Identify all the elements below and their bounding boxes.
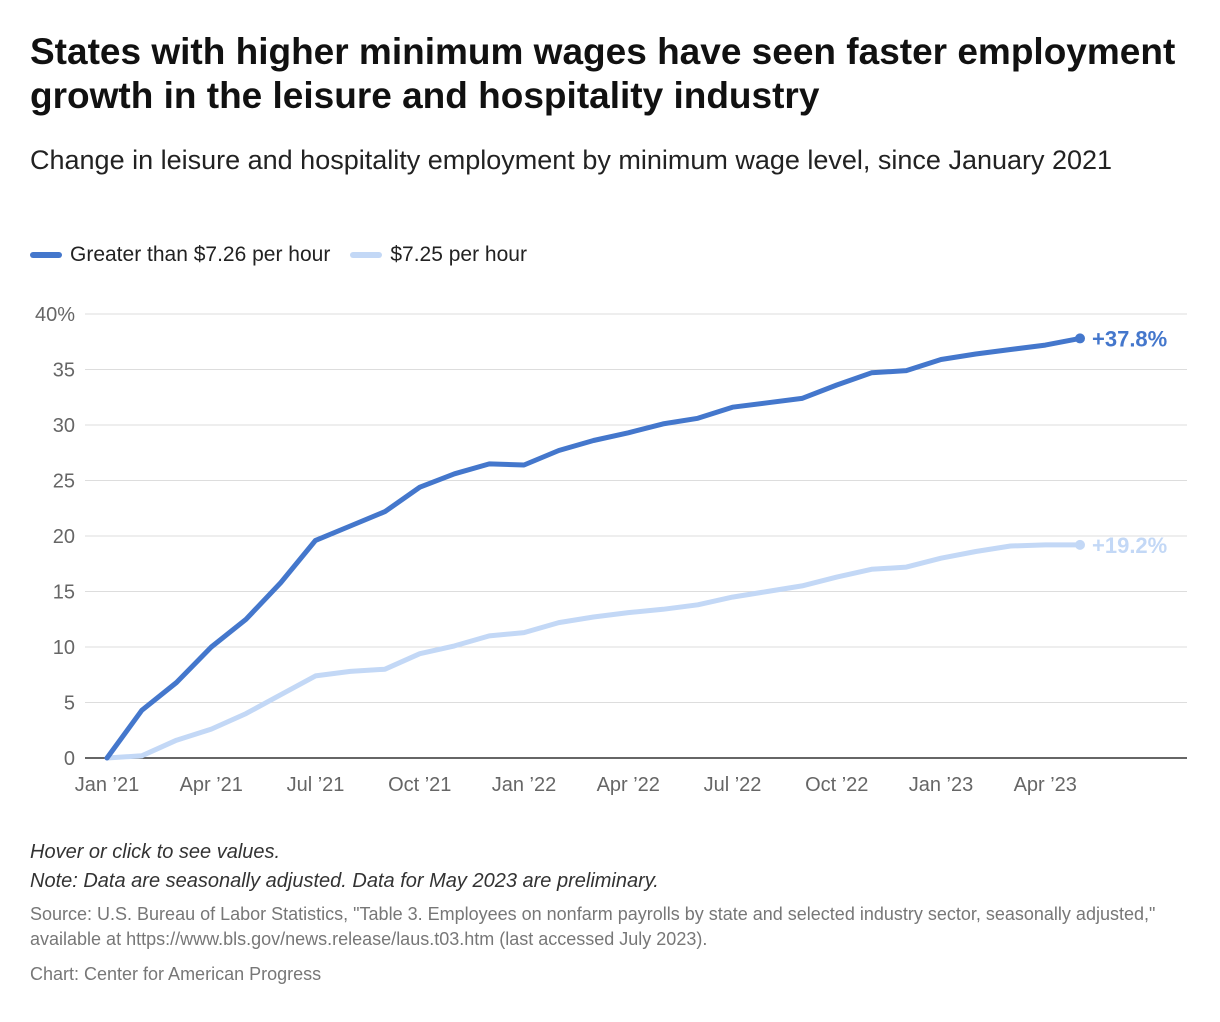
end-point-high-wage[interactable]: [1075, 333, 1085, 344]
y-tick-label: 35: [53, 360, 75, 382]
series-low-wage[interactable]: +19.2%: [104, 533, 1167, 761]
x-tick-label: Jan ’23: [909, 774, 974, 796]
x-tick-label: Jul ’22: [704, 774, 762, 796]
legend-swatch-low-wage: [350, 252, 383, 258]
legend-item-low-wage[interactable]: $7.25 per hour: [350, 243, 527, 267]
line-chart[interactable]: 40% 35 30 25 20 15 10 5 0 Jan ’21 Apr ’21 Jul ’21 O…: [0, 290, 1220, 810]
y-tick-label: 10: [53, 637, 75, 659]
source-text: Source: U.S. Bureau of Labor Statistics,…: [30, 904, 1156, 949]
x-tick-label: Jan ’22: [492, 774, 557, 796]
y-tick-label: 30: [53, 415, 75, 437]
end-label-low-wage: +19.2%: [1092, 533, 1167, 558]
x-tick-label: Oct ’22: [805, 774, 868, 796]
y-axis: 40% 35 30 25 20 15 10 5 0: [35, 304, 75, 770]
x-tick-label: Oct ’21: [388, 774, 451, 796]
line-low-wage[interactable]: [104, 542, 1083, 761]
legend-item-high-wage[interactable]: Greater than $7.26 per hour: [30, 243, 330, 267]
chart-credit: Chart: Center for American Progress: [30, 964, 322, 984]
y-tick-label: 5: [64, 693, 75, 715]
y-tick-label: 25: [53, 471, 75, 493]
legend-swatch-high-wage: [30, 252, 62, 258]
x-tick-label: Apr ’22: [597, 774, 660, 796]
grid-layer: [85, 313, 1187, 759]
end-label-high-wage: +37.8%: [1092, 326, 1167, 351]
y-tick-label: 40%: [35, 304, 75, 326]
x-tick-label: Jul ’21: [287, 774, 345, 796]
chart-title: States with higher minimum wages have se…: [30, 31, 1176, 116]
legend-label-low-wage: $7.25 per hour: [390, 243, 527, 266]
x-tick-label: Apr ’21: [180, 774, 243, 796]
y-tick-label: 0: [64, 748, 75, 770]
series-high-wage[interactable]: +37.8%: [104, 326, 1167, 761]
y-tick-label: 20: [53, 526, 75, 548]
x-axis: Jan ’21 Apr ’21 Jul ’21 Oct ’21 Jan ’22 Apr ’…: [75, 774, 1077, 796]
notes: Hover or click to see values. Note: Data…: [30, 838, 1200, 987]
chart-subtitle: Change in leisure and hospitality employ…: [30, 145, 1113, 175]
series-layer[interactable]: +19.2% +37.8%: [104, 326, 1167, 761]
line-high-wage[interactable]: [104, 335, 1083, 761]
x-tick-label: Apr ’23: [1014, 774, 1077, 796]
legend: Greater than $7.26 per hour $7.25 per ho…: [30, 240, 547, 270]
hover-hint: Hover or click to see values.: [30, 841, 281, 863]
x-tick-label: Jan ’21: [75, 774, 140, 796]
legend-label-high-wage: Greater than $7.26 per hour: [70, 243, 331, 266]
end-point-low-wage[interactable]: [1075, 539, 1085, 550]
data-note: Note: Data are seasonally adjusted. Data…: [30, 870, 659, 892]
y-tick-label: 15: [53, 582, 75, 604]
